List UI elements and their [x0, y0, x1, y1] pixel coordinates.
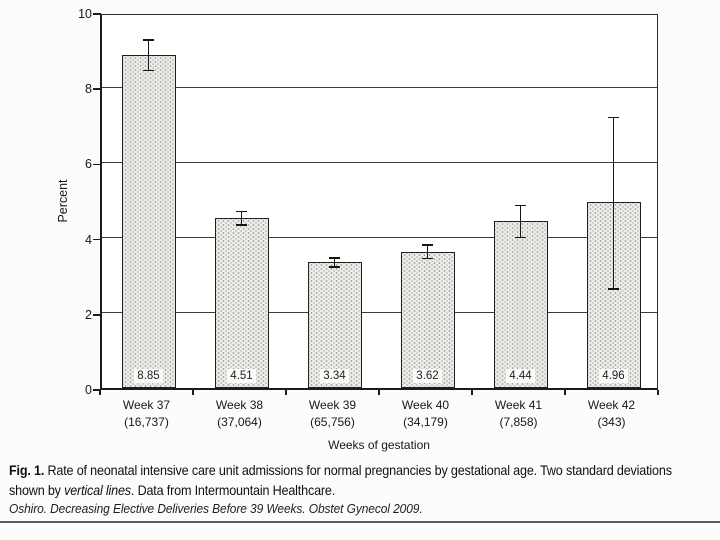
error-bar-bottom-cap: [515, 236, 526, 239]
x-category-label: Week 41 (7,858): [472, 397, 565, 431]
category-sample-size: (343): [597, 415, 626, 429]
bar-week-42: [586, 201, 641, 388]
plot-area: 8.85 4.51 3.34 3.62 4.44 4.96: [100, 14, 658, 390]
category-sample-size: (16,737): [124, 415, 169, 429]
x-tick-mark: [564, 390, 566, 395]
error-bar-top-cap: [515, 204, 526, 207]
gridline-2: [102, 312, 657, 314]
error-bar: [333, 257, 336, 268]
bar-value-text: 3.34: [320, 369, 349, 383]
y-tick-label: 4: [85, 232, 92, 247]
x-category-label: Week 42 (343): [565, 397, 658, 431]
x-tick-mark: [285, 390, 287, 395]
figure-number: Fig. 1.: [9, 462, 45, 478]
bar-value-text: 4.96: [599, 369, 628, 383]
error-bar-top-cap: [236, 210, 247, 213]
bar-value-text: 8.85: [134, 369, 163, 383]
y-tick-label: 10: [78, 7, 92, 21]
category-sample-size: (7,858): [499, 415, 538, 429]
error-bar: [147, 39, 150, 72]
caption-text-3: . Data from Intermountain Healthcare.: [130, 481, 336, 498]
bar-week-40: [400, 251, 455, 388]
caption-line-2: shown by vertical lines. Data from Inter…: [9, 481, 672, 501]
bar-value-label: 3.62: [381, 366, 474, 384]
error-bar-top-cap: [143, 39, 154, 41]
x-tick-mark: [192, 390, 194, 395]
error-bar-top-cap: [329, 257, 340, 259]
category-week-label: Week 41: [494, 398, 543, 412]
category-week-label: Week 42: [587, 398, 636, 412]
error-bar-bottom-cap: [422, 257, 433, 260]
error-bar-top-cap: [608, 116, 619, 119]
x-category-label: Week 37 (16,737): [100, 397, 193, 431]
error-bar-bottom-cap: [236, 224, 247, 226]
bar-week-37: [121, 55, 176, 388]
x-category-label: Week 40 (34,179): [379, 397, 472, 431]
category-week-label: Week 38: [215, 398, 264, 412]
y-tick-label: 6: [85, 157, 92, 172]
category-week-label: Week 40: [401, 398, 450, 412]
bar-week-41: [493, 221, 548, 388]
bar-value-label: 3.34: [288, 366, 381, 384]
x-category-label: Week 39 (65,756): [286, 397, 379, 431]
gridline-8: [102, 86, 657, 88]
category-sample-size: (37,064): [217, 415, 262, 429]
category-week-label: Week 37: [122, 398, 171, 412]
error-bar-top-cap: [422, 244, 433, 246]
error-bar-bottom-cap: [143, 69, 154, 72]
x-tick-mark: [378, 390, 380, 395]
bar-value-label: 4.96: [567, 366, 660, 384]
citation: Oshiro. Decreasing Elective Deliveries B…: [9, 501, 423, 516]
error-bar: [519, 204, 522, 239]
bar-week-39: [307, 262, 362, 388]
bar-value-text: 4.51: [227, 369, 256, 383]
error-bar: [426, 244, 429, 260]
caption-text-2: shown by: [9, 481, 65, 498]
bar-value-label: 8.85: [102, 366, 195, 384]
bar-value-text: 4.44: [506, 369, 535, 383]
bar-value-text: 3.62: [413, 369, 442, 383]
category-week-label: Week 39: [308, 398, 357, 412]
y-tick-mark: [93, 238, 101, 241]
category-sample-size: (34,179): [403, 415, 448, 429]
y-tick-mark: [93, 314, 101, 316]
bar-value-label: 4.51: [195, 366, 288, 384]
error-bar: [612, 116, 615, 290]
category-sample-size: (65,756): [310, 415, 355, 429]
figure-caption: Fig. 1. Rate of neonatal intensive care …: [9, 461, 672, 500]
y-tick-mark: [93, 13, 101, 15]
y-tick-label: 0: [85, 383, 92, 397]
y-tick-mark: [93, 163, 101, 166]
x-tick-mark: [657, 390, 659, 395]
error-bar-bottom-cap: [329, 266, 340, 268]
caption-italic-text: vertical lines: [64, 481, 131, 498]
error-bar-bottom-cap: [608, 288, 619, 290]
gridline-6: [102, 161, 657, 163]
error-bar: [240, 210, 243, 226]
y-tick-label: 2: [85, 307, 92, 322]
x-tick-mark: [471, 390, 473, 395]
caption-line-1: Fig. 1. Rate of neonatal intensive care …: [9, 461, 672, 481]
x-axis-title: Weeks of gestation: [328, 438, 430, 452]
bar-week-38: [214, 218, 269, 388]
y-tick-mark: [93, 88, 101, 90]
bar-value-label: 4.44: [474, 366, 567, 384]
x-tick-mark: [99, 390, 101, 395]
y-tick-label: 8: [85, 82, 92, 97]
caption-text-1: Rate of neonatal intensive care unit adm…: [44, 462, 672, 478]
bottom-separator-line: [0, 521, 720, 523]
x-category-label: Week 38 (37,064): [193, 397, 286, 431]
gridline-4: [102, 237, 657, 239]
y-tick-mark: [93, 389, 101, 391]
